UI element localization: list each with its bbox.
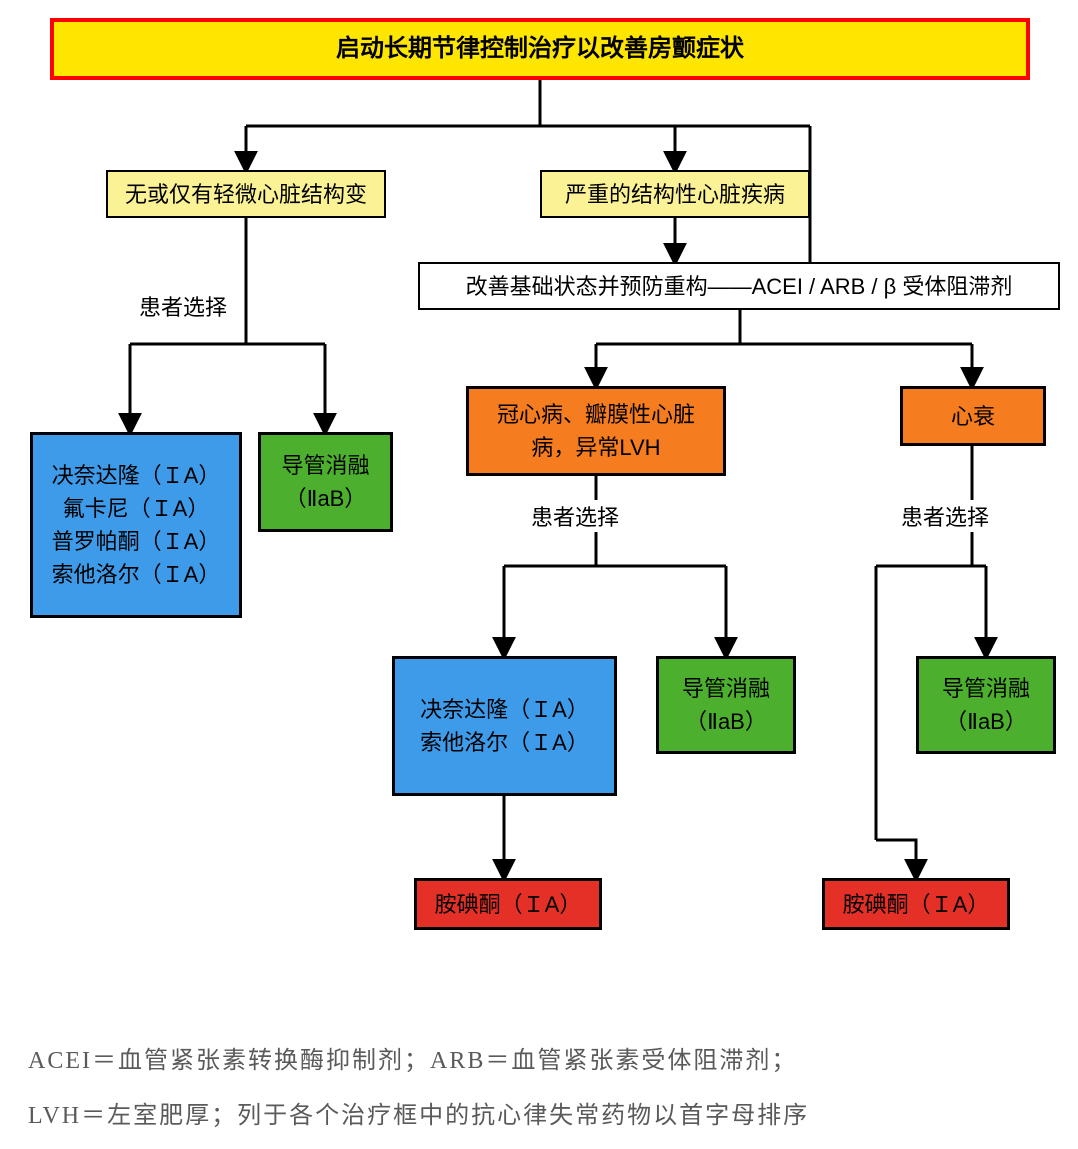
node-line: 病，异常LVH: [497, 431, 695, 464]
node-line: 导管消融: [682, 672, 770, 705]
node-heart-failure: 心衰: [900, 386, 1046, 446]
node-line: 决奈达隆（ＩA）: [52, 459, 221, 492]
node-line: 导管消融: [281, 449, 369, 482]
node-lines: 冠心病、瓣膜性心脏病，异常LVH: [497, 398, 695, 464]
node-line: 索他洛尔（ＩA）: [420, 726, 589, 759]
node-line: （ⅡaB）: [682, 705, 770, 738]
node-line: 决奈达隆（ＩA）: [420, 693, 589, 726]
node-title-text: 启动长期节律控制治疗以改善房颤症状: [336, 31, 744, 67]
node-ablation-chd: 导管消融（ⅡaB）: [656, 656, 796, 754]
node-lines: 导管消融（ⅡaB）: [942, 672, 1030, 738]
node-drugs-mild: 决奈达隆（ＩA）氟卡尼（ＩA）普罗帕酮（ＩA）索他洛尔（ＩA）: [30, 432, 242, 618]
text: 心衰: [951, 400, 995, 433]
node-ablation-mild: 导管消融（ⅡaB）: [258, 432, 393, 532]
node-lines: 导管消融（ⅡaB）: [281, 449, 369, 515]
text: 胺碘酮（ＩA）: [843, 888, 990, 921]
node-amiodarone-chd: 胺碘酮（ＩA）: [414, 878, 602, 930]
edge-label-patient-choice-2: 患者选择: [528, 500, 622, 532]
node-line: 氟卡尼（ＩA）: [52, 492, 221, 525]
text: 无或仅有轻微心脏结构变: [125, 178, 367, 211]
node-mild-structural: 无或仅有轻微心脏结构变: [106, 170, 386, 218]
node-line: 普罗帕酮（ＩA）: [52, 525, 221, 558]
node-severe-structural: 严重的结构性心脏疾病: [540, 170, 810, 218]
node-ablation-hf: 导管消融（ⅡaB）: [916, 656, 1056, 754]
edge-label-patient-choice-1: 患者选择: [136, 290, 230, 322]
node-title: 启动长期节律控制治疗以改善房颤症状: [50, 18, 1030, 80]
footnote-line-2: LVH＝左室肥厚；列于各个治疗框中的抗心律失常药物以首字母排序: [28, 1095, 809, 1130]
node-line: 冠心病、瓣膜性心脏: [497, 398, 695, 431]
text: 严重的结构性心脏疾病: [565, 178, 785, 211]
node-lines: 决奈达隆（ＩA）氟卡尼（ＩA）普罗帕酮（ＩA）索他洛尔（ＩA）: [52, 459, 221, 591]
edge-label-patient-choice-3: 患者选择: [898, 500, 992, 532]
node-line: （ⅡaB）: [942, 705, 1030, 738]
flowchart-canvas: 启动长期节律控制治疗以改善房颤症状 无或仅有轻微心脏结构变 严重的结构性心脏疾病…: [0, 0, 1078, 1149]
text: 胺碘酮（ＩA）: [435, 888, 582, 921]
node-lines: 导管消融（ⅡaB）: [682, 672, 770, 738]
footnote-line-1: ACEI＝血管紧张素转换酶抑制剂；ARB＝血管紧张素受体阻滞剂；: [28, 1040, 797, 1075]
node-amiodarone-hf: 胺碘酮（ＩA）: [822, 878, 1010, 930]
node-improve-baseline: 改善基础状态并预防重构——ACEI / ARB / β 受体阻滞剂: [418, 262, 1060, 310]
node-line: （ⅡaB）: [281, 482, 369, 515]
node-line: 索他洛尔（ＩA）: [52, 558, 221, 591]
text: 改善基础状态并预防重构——ACEI / ARB / β 受体阻滞剂: [466, 270, 1013, 303]
node-line: 导管消融: [942, 672, 1030, 705]
node-lines: 决奈达隆（ＩA）索他洛尔（ＩA）: [420, 693, 589, 759]
node-drugs-chd: 决奈达隆（ＩA）索他洛尔（ＩA）: [392, 656, 617, 796]
node-chd-lvh: 冠心病、瓣膜性心脏病，异常LVH: [466, 386, 726, 476]
